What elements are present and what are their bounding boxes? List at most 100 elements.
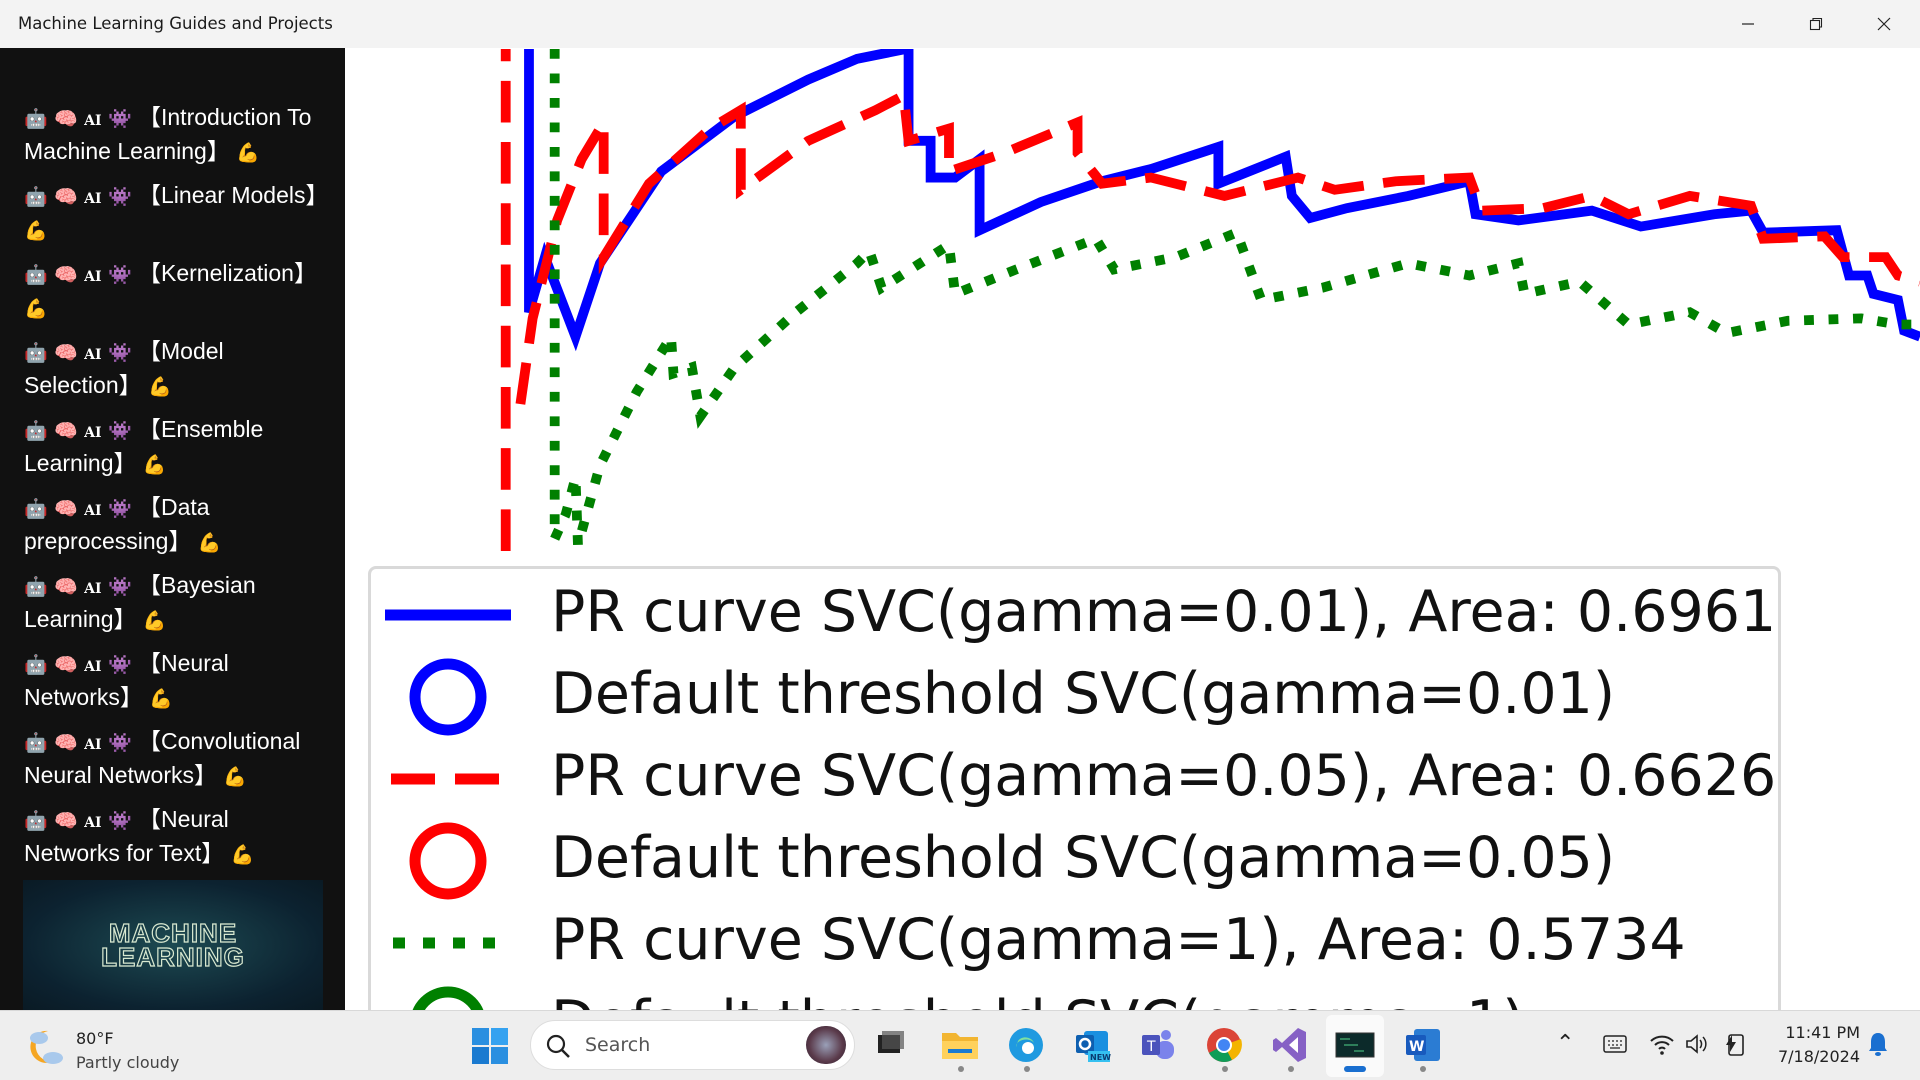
sidebar-item-label: 【Ensemble Learning】 xyxy=(24,416,264,476)
sidebar-emoji: 🤖 xyxy=(24,343,48,364)
legend-entry: PR curve SVC(gamma=0.01), Area: 0.6961 xyxy=(371,573,1778,655)
sidebar-emoji: 🧠 xyxy=(54,187,78,208)
sidebar-item[interactable]: 🤖 🧠 AI 👾 【Ensemble Learning】 💪 xyxy=(24,415,329,480)
outlook-new-badge: NEW xyxy=(1090,1053,1111,1062)
weather-temp: 80°F xyxy=(76,1029,114,1048)
sidebar-item-label: 【Convolutional Neural Networks】 xyxy=(24,728,301,788)
wifi-icon[interactable] xyxy=(1649,1033,1675,1060)
sidebar-emoji: 🧠 xyxy=(54,343,78,364)
sidebar-emoji: 🤖 xyxy=(24,187,48,208)
sidebar-emoji: 👾 xyxy=(107,187,132,208)
weather-widget[interactable]: 80°F Partly cloudy xyxy=(24,1023,264,1072)
legend-symbol-circle-icon xyxy=(409,658,487,736)
sidebar-item-label: 【Linear Models】 xyxy=(138,182,329,208)
sidebar-emoji: 🧠 xyxy=(54,811,78,832)
sidebar-emoji: 🧠 xyxy=(54,265,78,286)
sidebar-item[interactable]: 🤖 🧠 AI 👾 【Model Selection】 💪 xyxy=(24,337,329,402)
close-button[interactable] xyxy=(1850,0,1918,48)
taskbar-app-word[interactable]: W xyxy=(1394,1015,1452,1077)
flexed-biceps-icon: 💪 xyxy=(149,688,173,710)
flexed-biceps-icon: 💪 xyxy=(24,298,48,320)
taskbar: 80°F Partly cloudy Search NEW T W ⌃ 11:41 … xyxy=(0,1010,1920,1080)
sidebar-emoji: 🤖 xyxy=(24,109,48,130)
sidebar-emoji: AI xyxy=(84,347,102,363)
taskbar-app-visual-studio[interactable] xyxy=(1262,1015,1320,1077)
sidebar-emoji: 🧠 xyxy=(54,109,78,130)
taskbar-app-chrome[interactable] xyxy=(1196,1015,1254,1077)
sidebar-emoji: 🧠 xyxy=(54,499,78,520)
sidebar-item[interactable]: 🤖 🧠 AI 👾 【Neural Networks】 💪 xyxy=(24,649,329,714)
chart-legend: PR curve SVC(gamma=0.01), Area: 0.6961 De… xyxy=(368,566,1781,1026)
outlook-icon xyxy=(1076,1031,1110,1062)
legend-symbol-circle-icon xyxy=(409,822,487,900)
sidebar-item-label: 【Introduction To Machine Learning】 xyxy=(24,104,312,164)
sidebar-emoji: 👾 xyxy=(107,655,132,676)
sidebar-emoji: AI xyxy=(84,269,102,285)
sidebar-item[interactable]: 🤖 🧠 AI 👾 【Bayesian Learning】 💪 xyxy=(24,571,329,636)
flexed-biceps-icon: 💪 xyxy=(148,376,172,398)
sidebar-item[interactable]: 🤖 🧠 AI 👾 【Introduction To Machine Learni… xyxy=(24,103,329,168)
flexed-biceps-icon: 💪 xyxy=(142,454,167,476)
title-bar: Machine Learning Guides and Projects xyxy=(0,0,1920,48)
partly-cloudy-icon xyxy=(30,1030,63,1064)
taskbar-app-file-explorer[interactable] xyxy=(932,1015,990,1077)
sidebar-item[interactable]: 🤖 🧠 AI 👾 【Linear Models】 💪 xyxy=(24,181,329,246)
notification-bell-icon[interactable] xyxy=(1868,1031,1888,1062)
sidebar-emoji: 🤖 xyxy=(24,811,48,832)
legend-entry: Default threshold SVC(gamma=0.01) xyxy=(371,655,1778,737)
sidebar-emoji: 🤖 xyxy=(24,655,48,676)
series-line-gamma-1 xyxy=(549,48,1920,547)
show-hidden-icons-button[interactable]: ⌃ xyxy=(1556,1031,1575,1056)
sidebar-emoji: 🧠 xyxy=(54,655,78,676)
start-button[interactable] xyxy=(472,1028,508,1069)
windows-icon xyxy=(472,1028,508,1064)
search-highlight-image xyxy=(806,1026,846,1064)
taskbar-app-ml-guides[interactable] xyxy=(1326,1015,1384,1077)
word-icon: W xyxy=(1406,1029,1440,1061)
sidebar-emoji: 👾 xyxy=(107,499,132,520)
search-box[interactable]: Search xyxy=(530,1020,855,1070)
taskbar-app-teams[interactable]: T xyxy=(1130,1015,1188,1077)
legend-label: PR curve SVC(gamma=0.01), Area: 0.6961 xyxy=(551,579,1777,645)
sidebar-emoji: 🧠 xyxy=(54,733,78,754)
flexed-biceps-icon: 💪 xyxy=(223,766,248,788)
clock-time: 11:41 PM xyxy=(1785,1023,1860,1042)
window-title: Machine Learning Guides and Projects xyxy=(18,14,333,33)
sidebar-emoji: 👾 xyxy=(107,109,132,130)
volume-icon[interactable] xyxy=(1684,1033,1710,1060)
sidebar-emoji: 👾 xyxy=(107,733,132,754)
taskbar-app-outlook[interactable]: NEW xyxy=(1064,1015,1122,1077)
sidebar-emoji: 👾 xyxy=(107,265,132,286)
sidebar-emoji: 👾 xyxy=(107,421,132,442)
sidebar-item-label: 【Bayesian Learning】 xyxy=(24,572,256,632)
sidebar-emoji: AI xyxy=(84,737,102,753)
keyboard-icon[interactable] xyxy=(1603,1035,1627,1058)
sidebar-emoji: AI xyxy=(84,503,102,519)
sidebar-emoji: AI xyxy=(84,425,102,441)
taskbar-app-edge[interactable] xyxy=(998,1015,1056,1077)
ml-guides-icon xyxy=(1335,1032,1375,1058)
chrome-icon xyxy=(1207,1028,1242,1062)
minimize-button[interactable] xyxy=(1714,0,1782,48)
sidebar-item[interactable]: 🤖 🧠 AI 👾 【Convolutional Neural Networks】… xyxy=(24,727,329,792)
svg-text:W: W xyxy=(1409,1039,1424,1055)
legend-symbol-dotted-icon xyxy=(393,937,511,949)
sidebar-emoji: 🧠 xyxy=(54,577,78,598)
clock-date: 7/18/2024 xyxy=(1777,1047,1860,1066)
search-icon xyxy=(546,1034,570,1058)
sidebar-item[interactable]: 🤖 🧠 AI 👾 【Kernelization】 💪 xyxy=(24,259,329,324)
machine-learning-banner: MACHINE LEARNING xyxy=(23,880,323,1010)
battery-icon[interactable] xyxy=(1722,1031,1748,1062)
banner-line1: MACHINE xyxy=(108,918,238,948)
sidebar-item[interactable]: 🤖 🧠 AI 👾 【Neural Networks for Text】 💪 xyxy=(24,805,329,870)
sidebar-item-label: 【Data preprocessing】 xyxy=(24,494,210,554)
file-explorer-icon xyxy=(942,1033,978,1059)
sidebar-item-label: 【Neural Networks】 xyxy=(24,650,229,710)
sidebar-item[interactable]: 🤖 🧠 AI 👾 【Data preprocessing】 💪 xyxy=(24,493,329,558)
sidebar-emoji: AI xyxy=(84,815,102,831)
edge-icon xyxy=(1009,1028,1043,1062)
sidebar: 🤖 🧠 AI 👾 【Introduction To Machine Learni… xyxy=(0,48,345,1010)
restore-button[interactable] xyxy=(1782,0,1850,48)
clock[interactable]: 11:41 PM 7/18/2024 xyxy=(1760,1021,1860,1069)
taskbar-app-task-view[interactable] xyxy=(864,1015,922,1077)
